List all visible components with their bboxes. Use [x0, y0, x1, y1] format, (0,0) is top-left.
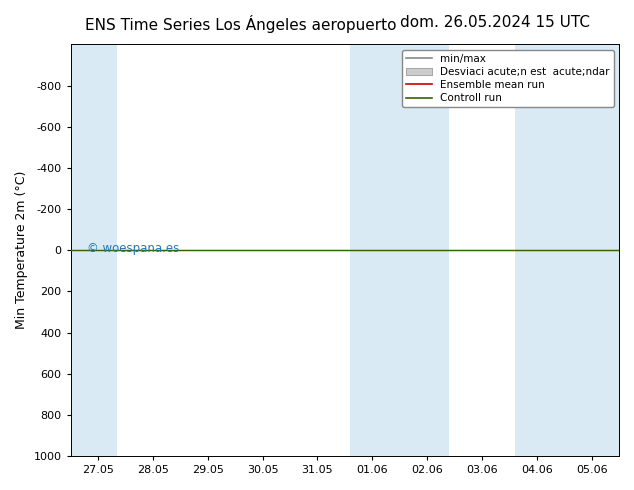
Bar: [515, 45, 619, 456]
Legend: min/max, Desviaci acute;n est  acute;ndar, Ensemble mean run, Controll run: min/max, Desviaci acute;n est acute;ndar…: [401, 49, 614, 107]
Bar: [70, 45, 117, 456]
Y-axis label: Min Temperature 2m (°C): Min Temperature 2m (°C): [15, 171, 28, 329]
Text: ENS Time Series Los Ángeles aeropuerto: ENS Time Series Los Ángeles aeropuerto: [85, 15, 397, 33]
Text: dom. 26.05.2024 15 UTC: dom. 26.05.2024 15 UTC: [399, 15, 590, 30]
Bar: [350, 45, 449, 456]
Text: © woespana.es: © woespana.es: [87, 242, 179, 255]
